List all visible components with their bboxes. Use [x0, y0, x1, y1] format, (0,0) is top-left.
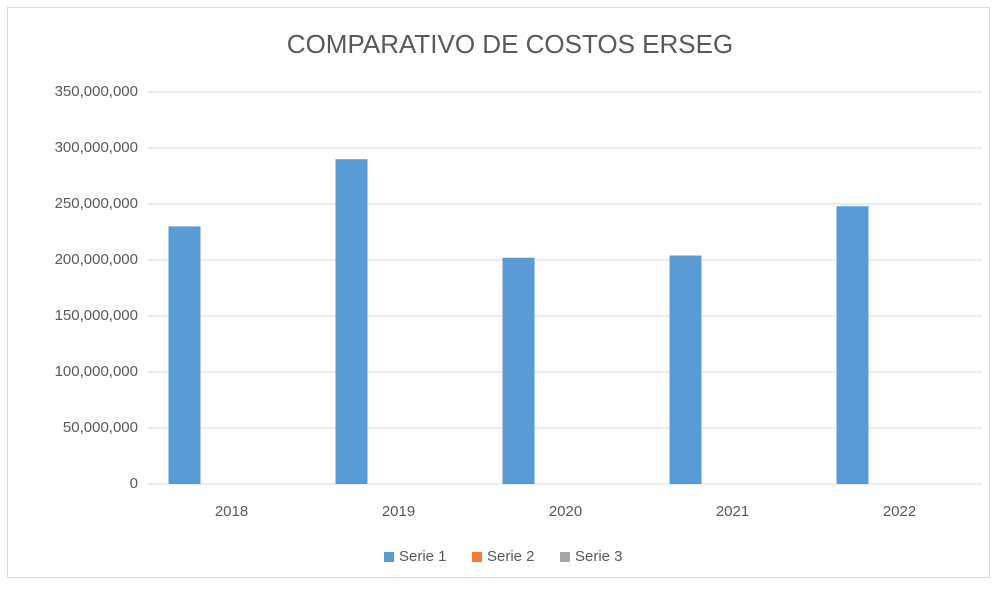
bar: [335, 159, 368, 484]
y-tick-label: 100,000,000: [55, 363, 138, 380]
legend-swatch: [472, 552, 482, 562]
y-tick-label: 300,000,000: [55, 139, 138, 156]
x-tick-label: 2020: [549, 503, 582, 520]
y-tick-label: 150,000,000: [55, 307, 138, 324]
y-tick-label: 350,000,000: [55, 83, 138, 100]
legend-label: Serie 2: [487, 548, 535, 565]
legend-swatch: [384, 552, 394, 562]
bar: [836, 206, 869, 485]
bar: [168, 226, 201, 484]
y-tick-label: 50,000,000: [63, 419, 138, 436]
x-tick-label: 2018: [215, 503, 248, 520]
x-tick-label: 2022: [883, 503, 916, 520]
chart-title: COMPARATIVO DE COSTOS ERSEG: [287, 29, 733, 59]
bar: [502, 257, 535, 484]
legend-label: Serie 1: [399, 548, 447, 565]
legend-swatch: [560, 552, 570, 562]
y-tick-label: 0: [130, 475, 138, 492]
legend-label: Serie 3: [575, 548, 623, 565]
y-tick-label: 250,000,000: [55, 195, 138, 212]
y-tick-label: 200,000,000: [55, 251, 138, 268]
x-tick-label: 2021: [716, 503, 749, 520]
bar: [669, 255, 702, 484]
x-tick-label: 2019: [382, 503, 415, 520]
